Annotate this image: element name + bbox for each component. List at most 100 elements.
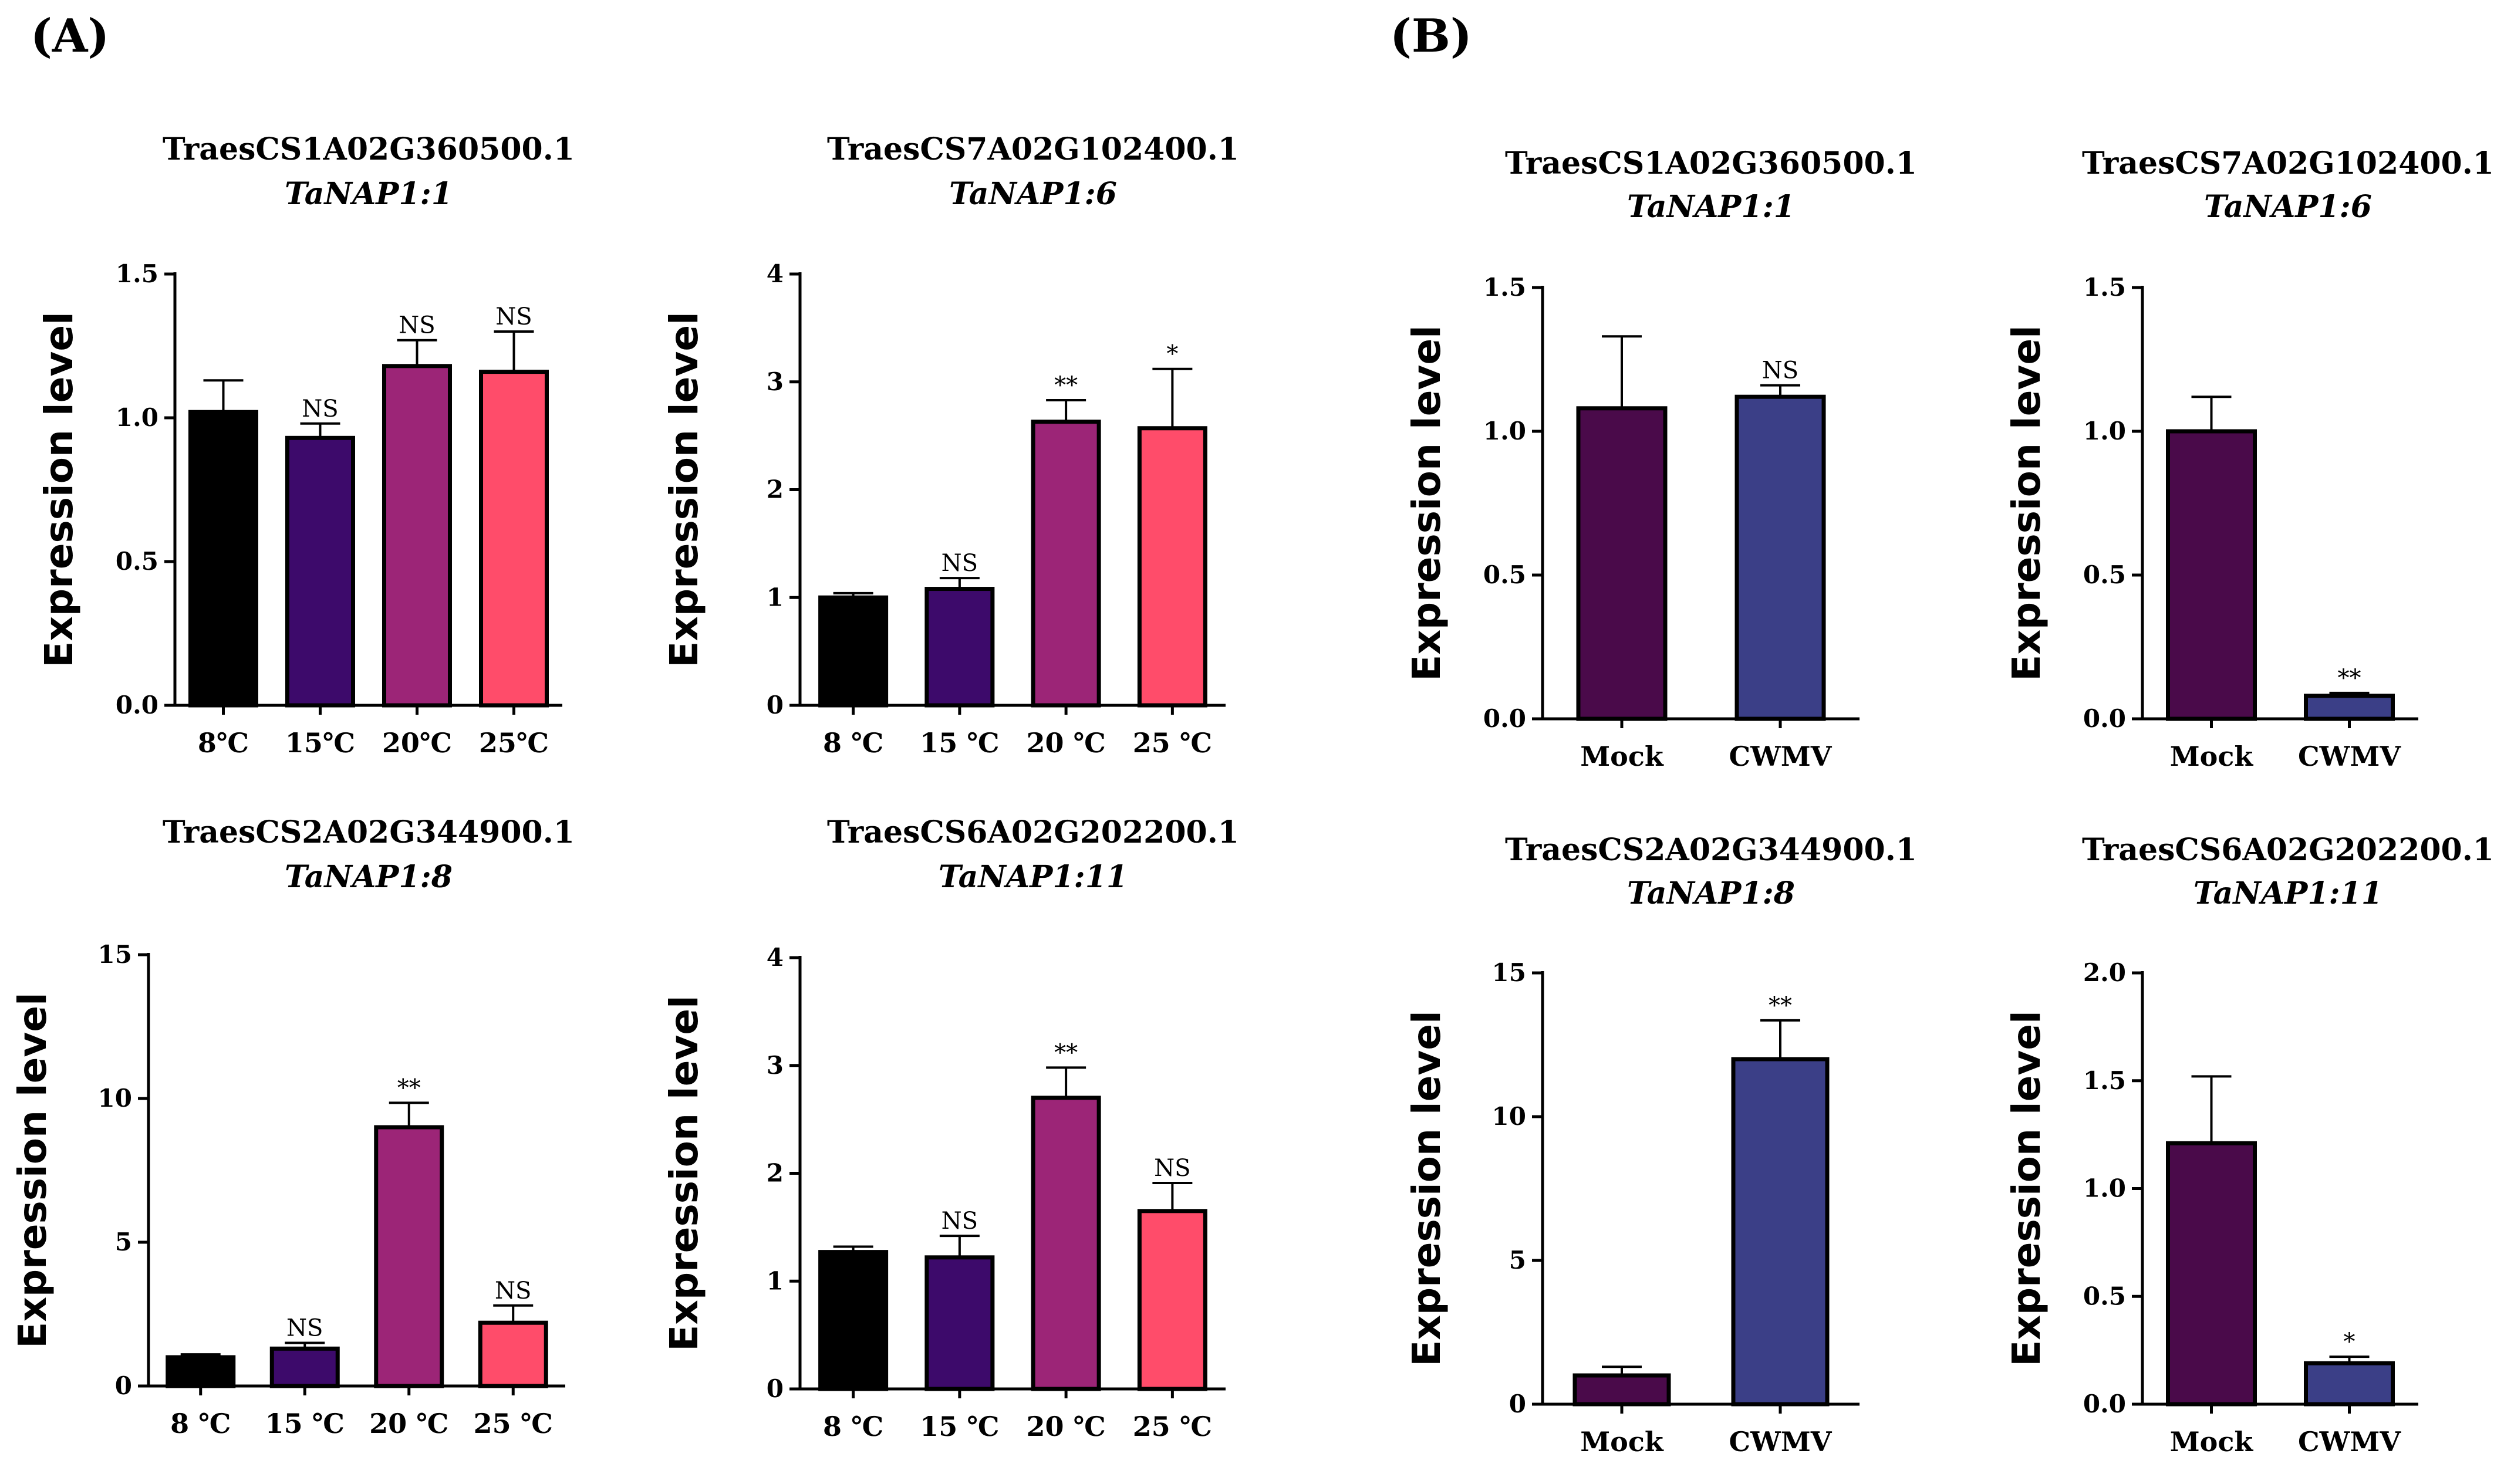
y-tick-label: 2	[767, 1159, 784, 1188]
bar	[1734, 394, 1826, 721]
chart-title: TraesCS2A02G344900.1	[1505, 832, 1917, 868]
bar	[285, 435, 355, 708]
y-tick-label: 0	[767, 1374, 784, 1403]
chart-5: TraesCS1A02G360500.1 TaNAP1:1 Expression l…	[1404, 146, 1917, 772]
y-tick-label: 0.0	[116, 691, 158, 719]
significance-label: NS	[1762, 357, 1798, 384]
y-axis-label: Expression level	[2004, 325, 2049, 681]
significance-label: NS	[941, 550, 978, 577]
x-category-label: 20 ℃	[1027, 1411, 1106, 1442]
x-category-label: CWMV	[2298, 1426, 2401, 1458]
significance-label: *	[1166, 341, 1178, 368]
y-tick-label: 1.5	[116, 259, 158, 288]
chart-title: TraesCS7A02G102400.1	[2082, 146, 2494, 181]
y-tick-label: 0.5	[1483, 560, 1526, 589]
bar	[1137, 1209, 1207, 1391]
chart-subtitle: TaNAP1:6	[2204, 189, 2372, 225]
chart-title: TraesCS2A02G344900.1	[163, 814, 575, 850]
significance-label: **	[2338, 665, 2361, 692]
panel-label-a: (A)	[31, 9, 109, 63]
x-category-label: 20 ℃	[369, 1408, 448, 1439]
bar	[1031, 420, 1101, 708]
x-category-label: CWMV	[1729, 741, 1833, 772]
y-tick-label: 1.5	[1483, 273, 1526, 302]
significance-label: **	[1054, 372, 1078, 399]
bar	[479, 370, 549, 708]
x-category-label: Mock	[2170, 1426, 2254, 1458]
x-category-label: 8℃	[198, 727, 249, 759]
bar	[1031, 1096, 1101, 1391]
x-category-label: 15 ℃	[920, 1411, 999, 1442]
y-tick-label: 15	[1492, 958, 1526, 987]
bar	[2304, 1361, 2395, 1407]
y-tick-label: 5	[1509, 1246, 1526, 1275]
y-tick-label: 0.0	[2083, 704, 2126, 733]
charts-group: TraesCS1A02G360500.1 TaNAP1:1 Expression l…	[10, 131, 2494, 1458]
significance-label: NS	[286, 1315, 323, 1342]
bar	[2304, 694, 2395, 721]
y-axis-label: Expression level	[1404, 325, 1449, 681]
chart-title: TraesCS6A02G202200.1	[827, 814, 1239, 850]
significance-label: NS	[495, 1277, 531, 1304]
x-category-label: 15 ℃	[920, 727, 999, 759]
chart-subtitle: TaNAP1:8	[1627, 875, 1795, 911]
y-tick-label: 1.0	[2083, 1174, 2126, 1203]
bar	[269, 1346, 340, 1388]
bar	[924, 1255, 995, 1391]
bar	[818, 1250, 889, 1391]
bar	[166, 1355, 236, 1388]
y-axis-label: Expression level	[36, 312, 82, 668]
chart-subtitle: TaNAP1:1	[1627, 189, 1795, 225]
y-tick-label: 0.0	[2083, 1390, 2126, 1418]
y-axis-label: Expression level	[662, 312, 707, 668]
x-category-label: 15℃	[285, 727, 355, 759]
significance-label: NS	[1154, 1155, 1190, 1182]
y-tick-label: 10	[98, 1084, 132, 1113]
chart-subtitle: TaNAP1:11	[939, 859, 1128, 895]
y-tick-label: 4	[767, 259, 784, 288]
chart-title: TraesCS1A02G360500.1	[1505, 146, 1917, 181]
significance-label: **	[1769, 992, 1792, 1019]
bar	[478, 1320, 548, 1388]
y-tick-label: 0.0	[1483, 704, 1526, 733]
chart-8: TraesCS6A02G202200.1 TaNAP1:11 Expression …	[2004, 832, 2494, 1458]
bar	[1137, 426, 1207, 708]
significance-label: **	[1054, 1039, 1078, 1066]
significance-label: NS	[941, 1208, 978, 1235]
chart-subtitle: TaNAP1:11	[2193, 875, 2382, 911]
bar	[188, 410, 258, 708]
chart-4: TraesCS6A02G202200.1 TaNAP1:11 Expression …	[662, 814, 1239, 1442]
significance-label: **	[397, 1074, 421, 1101]
bar	[1731, 1057, 1830, 1407]
y-tick-label: 1.5	[2083, 273, 2126, 302]
chart-title: TraesCS1A02G360500.1	[163, 131, 575, 167]
y-tick-label: 2.0	[2083, 958, 2126, 987]
y-tick-label: 1.0	[1483, 417, 1526, 445]
bar	[924, 587, 995, 708]
y-tick-label: 1.0	[2083, 417, 2126, 445]
y-tick-label: 0	[115, 1371, 132, 1400]
x-category-label: 8 ℃	[823, 1411, 883, 1442]
x-category-label: 20 ℃	[1027, 727, 1106, 759]
x-category-label: Mock	[1580, 741, 1664, 772]
chart-1: TraesCS1A02G360500.1 TaNAP1:1 Expression l…	[36, 131, 575, 759]
y-tick-label: 0	[767, 691, 784, 719]
bar	[2166, 429, 2257, 721]
chart-title: TraesCS6A02G202200.1	[2082, 832, 2494, 868]
x-category-label: CWMV	[1729, 1426, 1833, 1458]
x-category-label: 25 ℃	[1133, 1411, 1212, 1442]
chart-3: TraesCS2A02G344900.1 TaNAP1:8 Expression l…	[10, 814, 575, 1439]
y-tick-label: 1.5	[2083, 1066, 2126, 1095]
significance-label: NS	[495, 303, 532, 330]
x-category-label: 25 ℃	[474, 1408, 553, 1439]
y-tick-label: 15	[98, 940, 132, 969]
x-category-label: 8 ℃	[170, 1408, 231, 1439]
y-tick-label: 4	[767, 943, 784, 972]
y-tick-label: 0.5	[116, 547, 158, 576]
chart-6: TraesCS7A02G102400.1 TaNAP1:6 Expression l…	[2004, 146, 2494, 772]
chart-subtitle: TaNAP1:6	[949, 176, 1117, 212]
y-axis-label: Expression level	[662, 995, 707, 1351]
y-axis-label: Expression level	[2004, 1010, 2049, 1367]
chart-title: TraesCS7A02G102400.1	[827, 131, 1239, 167]
chart-subtitle: TaNAP1:8	[285, 859, 453, 895]
